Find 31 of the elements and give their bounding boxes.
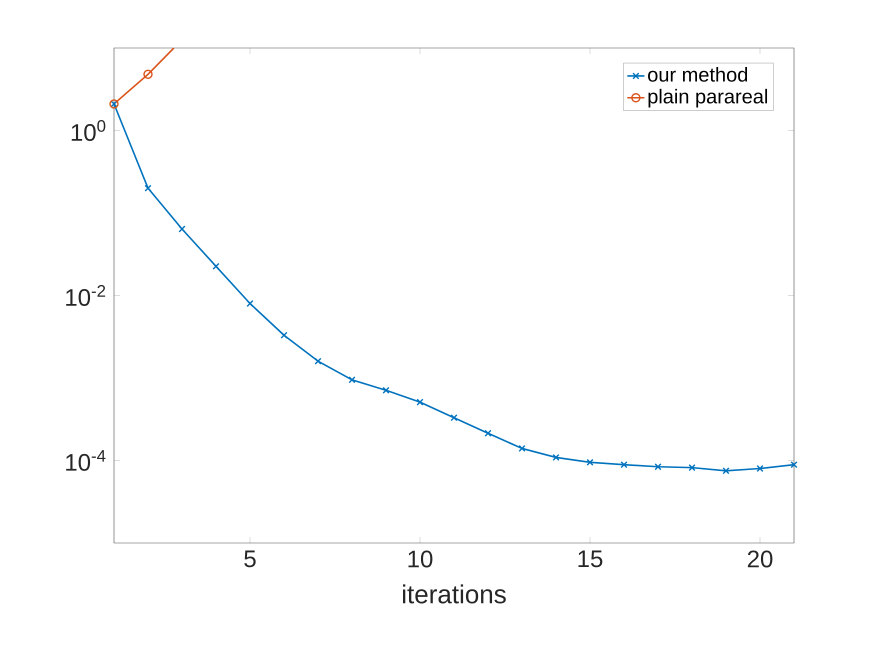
point [212, 262, 220, 270]
point [314, 358, 322, 365]
point [654, 463, 662, 470]
point [790, 461, 798, 468]
point [382, 386, 390, 394]
y-tick-label: 10$^{-4}$ [66, 450, 106, 471]
point [178, 225, 186, 233]
point [688, 464, 696, 472]
point [586, 458, 594, 466]
point [348, 376, 356, 384]
point [280, 332, 288, 339]
x-tick-label: 15 [578, 550, 602, 568]
legend-label: plain parareal [648, 88, 768, 108]
point [756, 464, 764, 472]
legend-label: our method [648, 67, 748, 82]
x-tick-label: 5 [244, 550, 256, 568]
point [552, 454, 560, 461]
point [144, 184, 152, 192]
x-tick-label: 10 [408, 550, 432, 568]
y-tick-label: 10$^{-2}$ [66, 285, 106, 306]
point [722, 467, 730, 474]
point [450, 414, 458, 422]
point [143, 70, 153, 80]
x-axis-title: iterations [402, 584, 506, 604]
point [620, 461, 628, 468]
point [246, 300, 254, 308]
point [416, 398, 424, 406]
point [484, 430, 492, 437]
point [518, 444, 526, 452]
x-tick-label: 20 [748, 550, 772, 568]
y-tick-label: 10$^{0}$ [72, 120, 106, 141]
